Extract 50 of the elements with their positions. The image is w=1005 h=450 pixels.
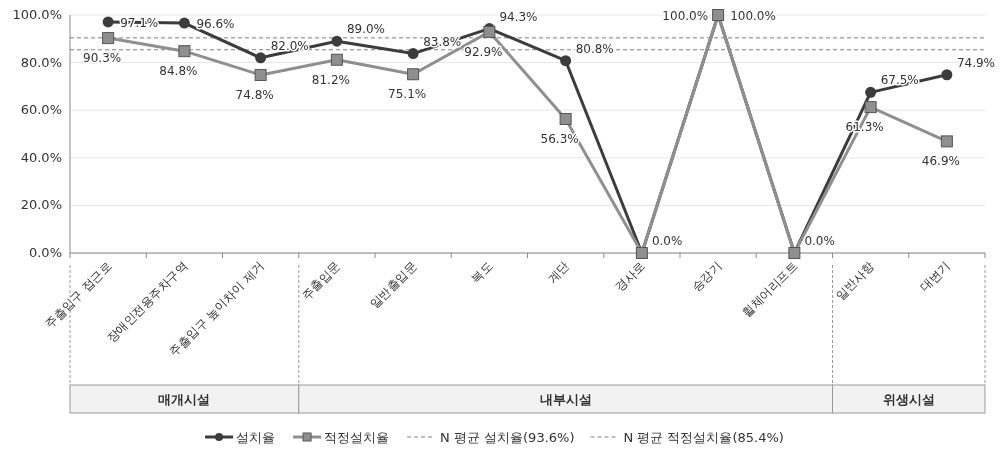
data-label: 74.9% xyxy=(956,55,995,70)
point xyxy=(407,48,419,60)
point xyxy=(255,52,267,64)
data-label: 84.8% xyxy=(159,64,198,79)
x-tick-label: 계단 xyxy=(544,259,572,287)
point xyxy=(178,45,191,58)
data-label: 81.2% xyxy=(311,72,350,87)
point xyxy=(940,135,953,148)
point xyxy=(865,86,877,98)
data-label: 92.9% xyxy=(464,44,503,59)
data-label: 80.8% xyxy=(575,41,614,56)
legend-label: 설치율 xyxy=(236,430,276,445)
data-label: 0.0% xyxy=(804,234,835,248)
x-tick-label: 복도 xyxy=(468,259,496,287)
legend-label: N 평균 설치율(93.6%) xyxy=(440,430,575,445)
y-tick-label: 20.0% xyxy=(20,197,62,213)
y-tick-label: 100.0% xyxy=(12,7,62,22)
point xyxy=(178,17,190,29)
y-tick-label: 40.0% xyxy=(20,149,62,165)
legend-label: 적정설치율 xyxy=(324,430,390,445)
point xyxy=(102,32,115,45)
data-label: 67.5% xyxy=(880,73,919,88)
point xyxy=(560,55,572,67)
point xyxy=(941,69,953,81)
text: 매개시설 xyxy=(158,392,211,407)
point xyxy=(254,68,267,81)
point xyxy=(102,16,114,28)
data-label: 96.6% xyxy=(196,17,235,32)
point xyxy=(331,35,343,47)
data-label: 46.9% xyxy=(921,154,960,169)
point xyxy=(559,113,572,126)
data-label: 90.3% xyxy=(83,51,122,66)
legend-label: N 평균 적정설치율(85.4%) xyxy=(623,430,784,445)
text: 내부시설 xyxy=(539,392,592,407)
point xyxy=(864,101,877,114)
point xyxy=(330,53,343,66)
data-label: 82.0% xyxy=(270,38,309,53)
y-tick-label: 0.0% xyxy=(28,245,62,260)
data-label: 75.1% xyxy=(388,87,427,102)
data-label: 0.0% xyxy=(651,234,683,248)
data-label: 56.3% xyxy=(540,132,579,147)
data-label: 89.0% xyxy=(346,22,385,37)
y-tick-label: 80.0% xyxy=(20,54,62,70)
data-label: 74.8% xyxy=(235,87,274,102)
data-label: 100.0% xyxy=(730,9,776,23)
data-label: 94.3% xyxy=(499,9,538,24)
point xyxy=(407,68,420,81)
y-tick-label: 60.0% xyxy=(20,102,62,118)
data-label: 100.0% xyxy=(662,9,709,23)
text: 위생시설 xyxy=(882,392,935,407)
